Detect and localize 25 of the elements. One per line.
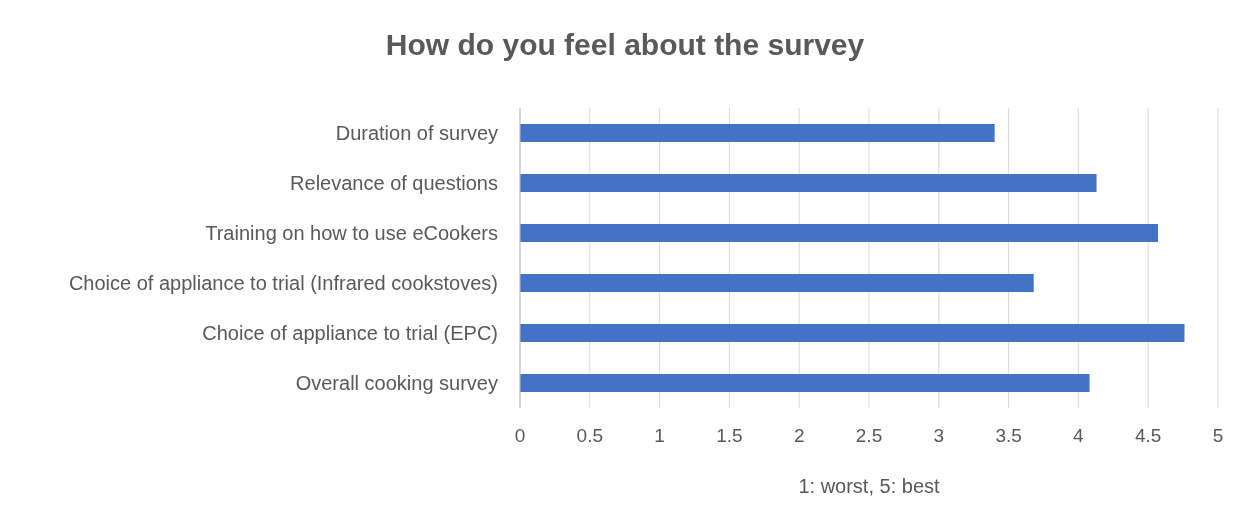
x-tick-label: 4: [1073, 425, 1085, 446]
chart-title: How do you feel about the survey: [385, 28, 865, 61]
y-tick-label: Overall cooking survey: [295, 372, 498, 394]
y-tick-label: Relevance of questions: [290, 172, 498, 194]
y-tick-label: Choice of appliance to trial (EPC): [202, 322, 498, 344]
bar: [520, 374, 1090, 392]
x-tick-label: 3.5: [995, 425, 1022, 446]
x-axis-title: 1: worst, 5: best: [798, 475, 941, 497]
x-tick-label: 2: [793, 425, 805, 446]
x-tick-label: 4.5: [1134, 425, 1162, 446]
x-tick-label: 5: [1212, 425, 1224, 446]
y-tick-label: Training on how to use eCookers: [205, 222, 498, 244]
x-tick-label: 0: [514, 425, 526, 446]
y-tick-label: Duration of survey: [335, 122, 498, 144]
bar: [520, 274, 1034, 292]
bar: [520, 124, 995, 142]
bar: [520, 324, 1185, 342]
x-tick-label: 0.5: [576, 425, 604, 446]
bar: [520, 174, 1097, 192]
x-tick-label: 1.5: [716, 425, 743, 446]
bar: [520, 224, 1158, 242]
x-tick-label: 3: [933, 425, 945, 446]
y-tick-label: Choice of appliance to trial (Infrared cookstoves): [68, 272, 498, 294]
x-tick-label: 1: [654, 425, 665, 446]
x-tick-label: 2.5: [855, 425, 883, 446]
